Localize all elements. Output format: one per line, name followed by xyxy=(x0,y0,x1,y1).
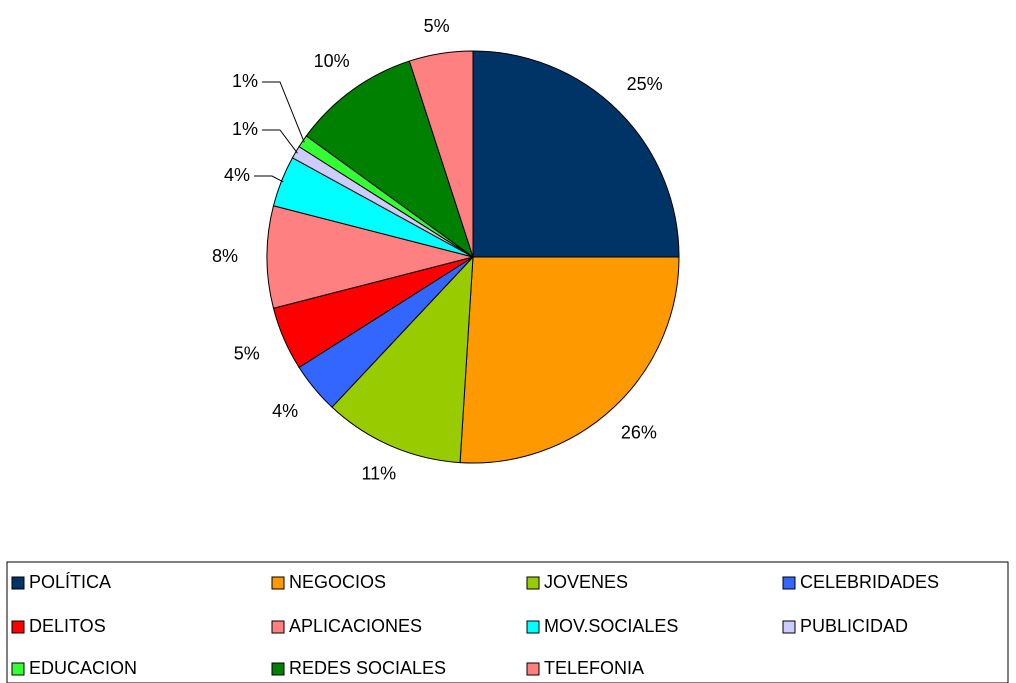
legend-swatch xyxy=(11,620,25,634)
leader-line xyxy=(254,175,284,183)
data-label: 1% xyxy=(232,71,258,91)
legend-swatch xyxy=(271,662,285,676)
pie-slice xyxy=(266,205,474,309)
leader-line xyxy=(262,129,298,154)
legend-swatch xyxy=(11,662,25,676)
pie-slice xyxy=(408,50,474,258)
legend-swatch xyxy=(526,662,540,676)
legend-label: TELEFONIA xyxy=(544,658,644,678)
pie-slice xyxy=(459,256,680,464)
leader-line xyxy=(262,81,305,143)
legend-swatch xyxy=(271,576,285,590)
legend-swatch xyxy=(526,620,540,634)
pie-slice xyxy=(472,50,680,258)
legend-label: MOV.SOCIALES xyxy=(544,616,678,636)
legend-swatch xyxy=(782,576,796,590)
legend-swatch xyxy=(782,620,796,634)
legend-label: REDES SOCIALES xyxy=(289,658,446,678)
data-label: 5% xyxy=(234,344,260,364)
pie-slice xyxy=(305,60,474,259)
data-label: 4% xyxy=(272,401,298,421)
legend-label: POLÍTICA xyxy=(29,572,111,592)
legend-label: JOVENES xyxy=(544,572,628,592)
legend-label: CELEBRIDADES xyxy=(800,572,939,592)
data-label: 25% xyxy=(627,74,663,94)
legend-label: PUBLICIDAD xyxy=(800,616,908,636)
data-label: 4% xyxy=(224,165,250,185)
legend-label: DELITOS xyxy=(29,616,106,636)
pie-slice xyxy=(331,255,474,464)
legend-swatch xyxy=(271,620,285,634)
legend-label: APLICACIONES xyxy=(289,616,422,636)
legend-swatch xyxy=(11,576,25,590)
data-label: 5% xyxy=(424,16,450,36)
data-label: 1% xyxy=(232,119,258,139)
legend-label: EDUCACION xyxy=(29,658,137,678)
legend-label: NEGOCIOS xyxy=(289,572,386,592)
data-label: 8% xyxy=(212,246,238,266)
data-label: 26% xyxy=(621,422,657,442)
data-label: 10% xyxy=(314,51,350,71)
legend-box xyxy=(6,561,1009,683)
data-label: 11% xyxy=(361,463,396,483)
legend-swatch xyxy=(526,576,540,590)
